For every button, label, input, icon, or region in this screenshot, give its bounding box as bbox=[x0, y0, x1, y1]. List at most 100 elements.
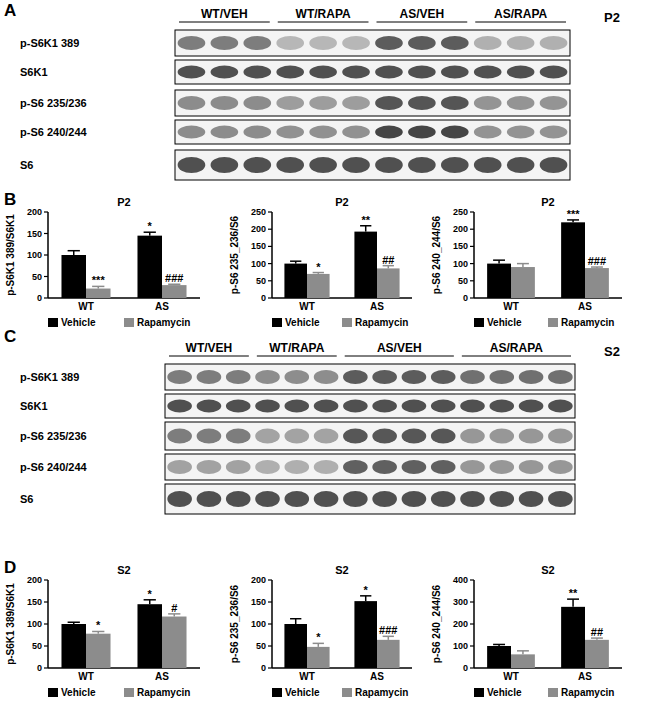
bars bbox=[61, 232, 186, 298]
x-tick-label: WT bbox=[503, 301, 519, 312]
y-tick bbox=[268, 246, 272, 247]
blot-row-label: p-S6 240/244 bbox=[20, 461, 88, 473]
group-label: AS/VEH bbox=[400, 7, 445, 21]
y-tick bbox=[268, 280, 272, 281]
x-tick-label: AS bbox=[578, 671, 592, 682]
blot-band bbox=[519, 491, 544, 507]
blot-band bbox=[342, 126, 370, 139]
bar bbox=[86, 634, 111, 668]
blot-band bbox=[197, 428, 222, 443]
legend-swatch bbox=[548, 318, 558, 327]
blot-band bbox=[309, 36, 337, 50]
legend-label: Vehicle bbox=[61, 317, 96, 328]
y-tick bbox=[268, 211, 272, 212]
y-axis-label: p-S6 235_236/S6 bbox=[229, 215, 240, 294]
y-tick bbox=[470, 667, 474, 668]
y-tick-label: 50 bbox=[256, 276, 266, 286]
blot-band bbox=[474, 66, 502, 79]
blot-band bbox=[167, 491, 192, 507]
y-tick bbox=[44, 667, 48, 668]
blot-band bbox=[431, 400, 456, 413]
blot-row-label: p-S6K1 389 bbox=[20, 37, 79, 49]
blot-band bbox=[408, 126, 436, 139]
group-label: AS/VEH bbox=[377, 341, 422, 355]
y-tick bbox=[470, 263, 474, 264]
blot-band bbox=[441, 66, 469, 79]
blot-row-label: S6K1 bbox=[20, 400, 48, 412]
blot-band bbox=[489, 460, 514, 474]
error-cap bbox=[68, 621, 80, 623]
significance: ### bbox=[588, 255, 606, 267]
y-tick-label: 250 bbox=[453, 207, 468, 217]
significance: *** bbox=[567, 208, 581, 220]
x-tick-label: WT bbox=[78, 301, 94, 312]
y-tick-label: 50 bbox=[256, 641, 266, 651]
legend-swatch bbox=[124, 688, 134, 697]
blot-band bbox=[178, 96, 206, 110]
blot-band bbox=[460, 428, 485, 443]
blot-band bbox=[408, 66, 436, 79]
y-tick-label: 50 bbox=[32, 641, 42, 651]
group-label: WT/RAPA bbox=[269, 341, 324, 355]
blot-band bbox=[507, 126, 535, 139]
error-cap bbox=[517, 650, 529, 652]
y-tick bbox=[44, 601, 48, 602]
y-tick bbox=[470, 579, 474, 580]
blot-band bbox=[431, 460, 456, 474]
blot-strip bbox=[175, 30, 570, 56]
blot-band bbox=[402, 400, 427, 413]
blot-band bbox=[284, 428, 309, 443]
bar bbox=[487, 646, 511, 668]
legend-label: Vehicle bbox=[285, 317, 320, 328]
blot-band bbox=[375, 36, 403, 50]
legend-swatch bbox=[272, 318, 282, 327]
bar bbox=[585, 268, 609, 298]
blot-band bbox=[284, 491, 309, 507]
y-tick-label: 0 bbox=[463, 293, 468, 303]
significance: * bbox=[96, 619, 101, 631]
blot-band bbox=[226, 460, 251, 474]
error-bar bbox=[365, 596, 367, 601]
panel-letter: B bbox=[4, 190, 16, 209]
error-cap bbox=[493, 644, 505, 646]
blot-row-label: S6 bbox=[20, 159, 33, 171]
blot-band bbox=[474, 126, 502, 139]
bar-chart: S2p-S6 235_236/S6050100150200WT*AS*###Ve… bbox=[229, 564, 412, 698]
y-tick-label: 300 bbox=[453, 597, 468, 607]
legend-swatch bbox=[342, 688, 352, 697]
significance: ## bbox=[591, 626, 603, 638]
blot-band bbox=[540, 126, 568, 139]
blot-band bbox=[342, 157, 370, 173]
legend-swatch bbox=[474, 318, 484, 327]
x-tick-label: AS bbox=[370, 671, 384, 682]
group-underline bbox=[345, 356, 454, 357]
blot-band bbox=[489, 491, 514, 507]
blot-band bbox=[284, 400, 309, 413]
blot-band bbox=[343, 460, 368, 474]
blot-band bbox=[211, 157, 239, 173]
blot-band bbox=[276, 126, 304, 139]
group-label: AS/RAPA bbox=[490, 341, 543, 355]
y-tick bbox=[44, 276, 48, 277]
blot-band bbox=[441, 157, 469, 173]
bars bbox=[284, 226, 399, 298]
significance: # bbox=[171, 602, 177, 614]
blot-band bbox=[441, 96, 469, 110]
legend-label: Vehicle bbox=[487, 687, 522, 698]
blot-band bbox=[548, 400, 573, 413]
blot-band bbox=[474, 36, 502, 50]
error-cap bbox=[290, 260, 301, 262]
error-cap bbox=[493, 259, 505, 261]
blot-band bbox=[540, 157, 568, 173]
panel-letter: A bbox=[4, 1, 16, 20]
blot-band bbox=[197, 460, 222, 474]
group-underline bbox=[257, 356, 337, 357]
bar bbox=[377, 268, 400, 298]
blot-strip bbox=[175, 150, 570, 180]
error-bar bbox=[572, 599, 574, 607]
bar-chart: S2p-S6K1 389/S6K1050100150200WT*AS*#Vehi… bbox=[5, 564, 200, 698]
bar bbox=[86, 289, 111, 298]
blot-band bbox=[226, 400, 251, 413]
legend-label: Rapamycin bbox=[137, 687, 190, 698]
y-tick bbox=[44, 579, 48, 580]
